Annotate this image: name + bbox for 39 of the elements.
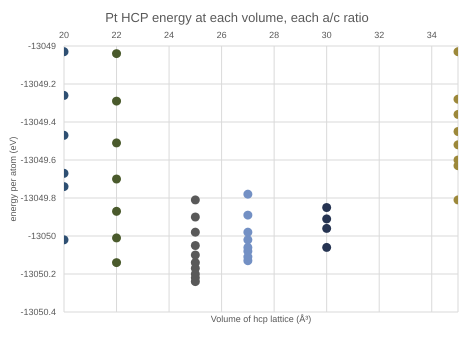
y-tick-label: -13049.2	[20, 79, 56, 90]
point	[243, 190, 252, 199]
point	[112, 174, 122, 184]
x-tick-label: 34	[426, 30, 437, 40]
x-tick-label: 20	[58, 30, 70, 40]
chart-title: Pt HCP energy at each volume, each a/c ratio	[104, 9, 370, 27]
point	[190, 228, 200, 237]
x-tick-label: 22	[112, 30, 122, 40]
point	[112, 49, 122, 58]
point	[243, 228, 252, 237]
point	[112, 206, 122, 216]
x-tick-label: 26	[216, 30, 227, 40]
point	[322, 202, 332, 212]
y-tick-label: -13049.8	[20, 193, 56, 204]
point	[243, 210, 252, 220]
point	[190, 250, 200, 260]
point	[322, 242, 332, 252]
point	[190, 240, 200, 250]
y-tick-label: -13050	[28, 231, 56, 242]
point	[112, 258, 122, 268]
x-tick-label: 24	[164, 30, 174, 40]
x-tick-label: 28	[269, 30, 280, 40]
y-tick-label: -13049.6	[20, 155, 56, 166]
x-axis-title: Volume of hcp lattice (Å³)	[210, 314, 312, 324]
point	[112, 96, 122, 106]
point	[112, 138, 122, 148]
point	[322, 224, 332, 233]
point	[190, 212, 200, 222]
y-tick-label: -13050.4	[20, 307, 56, 318]
point	[112, 233, 122, 242]
point	[243, 235, 252, 244]
y-axis-title: energy per atom (eV)	[8, 136, 18, 222]
y-tick-label: -13050.2	[20, 269, 56, 280]
point	[322, 214, 332, 224]
y-tick-label: -13049.4	[20, 117, 56, 128]
x-tick-label: 30	[322, 30, 332, 40]
x-tick-label: 32	[374, 30, 384, 40]
point	[190, 195, 200, 204]
y-tick-label: -13049	[28, 41, 56, 52]
